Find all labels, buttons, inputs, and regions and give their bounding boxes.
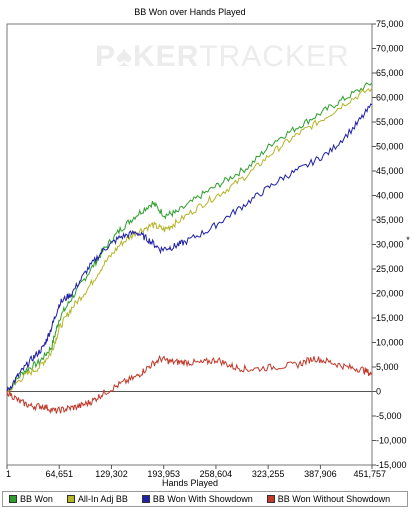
y-tick-label: 50,000 [376,142,404,152]
y-tick-label: 10,000 [376,338,404,348]
x-tick-label: 323,255 [252,469,285,479]
y-tick-label: 15,000 [376,313,404,323]
y-tick-label: 55,000 [376,117,404,127]
y-tick-label: 65,000 [376,68,404,78]
plot-area [6,23,373,466]
legend-label: BB Won With Showdown [152,494,253,504]
x-axis-label: Hands Played [162,478,218,488]
x-tick-label: 451,757 [353,469,386,479]
svg-text:P♠KERTRACKER: P♠KERTRACKER [95,40,350,73]
y-tick-label: 45,000 [376,166,404,176]
y-tick-label: 35,000 [376,215,404,225]
y-tick-label: 30,000 [376,240,404,250]
side-marker: * [406,235,410,245]
legend-item: All-In Adj BB [66,494,128,504]
pokertracker-watermark: P♠KERTRACKER [95,40,350,73]
x-tick-label: 193,953 [147,469,180,479]
y-tick-label: 60,000 [376,93,404,103]
y-tick-label: -10,000 [376,436,407,446]
chart-title: BB Won over Hands Played [134,7,245,17]
series-line-4 [6,354,373,414]
y-tick-label: 0 [376,387,381,397]
x-tick-label: 1 [6,469,11,479]
legend-swatch [266,495,275,503]
legend-item: BB Won With Showdown [141,494,253,504]
legend-item: BB Won [9,494,53,504]
x-tick-label: 258,604 [200,469,233,479]
y-tick-label: 75,000 [376,19,404,29]
x-tick-label: 64,651 [45,469,73,479]
legend-label: BB Won [20,494,53,504]
series-line-1 [6,82,373,392]
series-line-2 [6,87,373,393]
chart-legend: BB Won All-In Adj BB BB Won With Showdown B… [2,491,408,507]
legend-swatch [66,495,75,503]
legend-swatch [9,495,17,503]
y-tick-label: -5,000 [376,411,402,421]
y-tick-label: 40,000 [376,191,404,201]
y-tick-label: 70,000 [376,44,404,54]
legend-label: BB Won Without Showdown [277,494,391,504]
x-tick-label: 387,906 [304,469,337,479]
legend-swatch [141,495,150,503]
legend-item: BB Won Without Showdown [266,494,391,504]
x-tick-label: 129,302 [95,469,128,479]
y-tick-label: 5,000 [376,362,399,372]
legend-label: All-In Adj BB [77,494,128,504]
series-line-3 [6,103,373,392]
y-tick-label: -15,000 [376,460,407,470]
y-tick-label: 25,000 [376,264,404,274]
y-tick-label: 20,000 [376,289,404,299]
